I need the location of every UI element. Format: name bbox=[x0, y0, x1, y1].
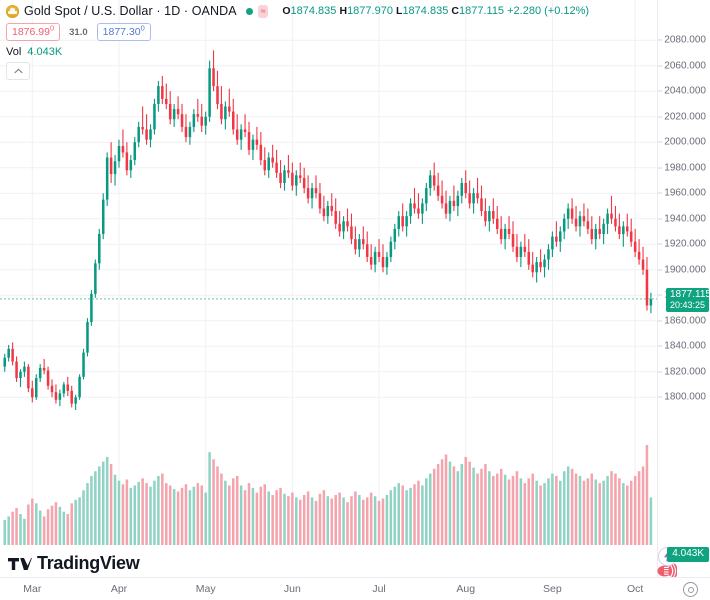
price-tick-mark bbox=[658, 39, 662, 41]
ohlc-high-value: 1877.970 bbox=[347, 5, 393, 17]
time-axis[interactable]: Mar Apr May Jun Jul Aug Sep Oct bbox=[0, 577, 710, 600]
volume-label: Vol bbox=[6, 46, 22, 58]
market-open-dot bbox=[245, 7, 253, 15]
price-tick-label: 2020.000 bbox=[664, 111, 706, 123]
ohlc-close-label: C bbox=[451, 5, 459, 17]
price-tick-mark bbox=[658, 345, 662, 347]
price-axis[interactable]: 2080.000 2060.000 2040.000 2020.000 2000.000… bbox=[657, 0, 710, 578]
gold-logo-icon bbox=[6, 4, 19, 18]
time-tick-label: Aug bbox=[456, 583, 476, 595]
current-price-tag: 1877.115 20:43:25 bbox=[666, 287, 710, 312]
price-tick-mark bbox=[658, 116, 662, 118]
time-tick-label: May bbox=[195, 583, 216, 595]
price-tick-mark bbox=[658, 371, 662, 373]
time-tick-label: Apr bbox=[110, 583, 128, 595]
price-tick-label: 2060.000 bbox=[664, 60, 706, 72]
legend-primary-row: Gold Spot / U.S. Dollar · 1D · OANDA ≈ O… bbox=[6, 3, 704, 19]
price-tick-label: 1980.000 bbox=[664, 162, 706, 174]
bar-countdown: 20:43:25 bbox=[670, 299, 706, 310]
ohlc-close-value: 1877.115 bbox=[458, 5, 505, 17]
price-tick-label: 2080.000 bbox=[664, 34, 706, 46]
ohlc-low-value: 1874.835 bbox=[402, 5, 449, 17]
watermark-text: TradingView bbox=[37, 553, 140, 573]
alert-signal-icon[interactable] bbox=[657, 561, 677, 581]
price-tick-mark bbox=[658, 396, 662, 398]
spread-value: 31.0 bbox=[69, 26, 88, 38]
price-tick-label: 1820.000 bbox=[664, 366, 706, 378]
bid-price-box[interactable]: 1876.990 bbox=[6, 23, 61, 41]
price-tick-label: 1840.000 bbox=[664, 340, 706, 352]
bid-price-fraction: 0 bbox=[49, 23, 55, 33]
current-price-value: 1877.115 bbox=[670, 288, 710, 300]
price-tick-mark bbox=[658, 192, 662, 194]
legend-volume-row: Vol 4.043K bbox=[6, 45, 704, 59]
chart-legend: Gold Spot / U.S. Dollar · 1D · OANDA ≈ O… bbox=[6, 3, 704, 80]
ohlc-open-label: O bbox=[282, 5, 291, 17]
ohlc-open-value: 1874.835 bbox=[290, 5, 337, 17]
price-tick-mark bbox=[658, 294, 662, 296]
price-tick-mark bbox=[658, 65, 662, 67]
price-tick-mark bbox=[658, 167, 662, 169]
ask-price-value: 1877.30 bbox=[102, 26, 141, 38]
approx-badge: ≈ bbox=[257, 4, 269, 18]
legend-quotes-row: 1876.990 31.0 1877.300 bbox=[6, 23, 704, 41]
price-tick-label: 2040.000 bbox=[664, 85, 706, 97]
price-tick-label: 1800.000 bbox=[664, 391, 706, 403]
price-tick-label: 1920.000 bbox=[664, 238, 706, 250]
ohlc-high-label: H bbox=[339, 5, 348, 17]
ohlc-values: O1874.835 H1877.970 L1874.835 C1877.115 … bbox=[282, 5, 589, 17]
chevron-up-icon[interactable] bbox=[6, 62, 30, 80]
time-tick-label: Oct bbox=[626, 583, 644, 595]
time-tick-label: Jul bbox=[372, 583, 386, 595]
price-tick-label: 1960.000 bbox=[664, 187, 706, 199]
gear-icon[interactable] bbox=[683, 582, 698, 597]
volume-legend-value: 4.043K bbox=[27, 46, 63, 58]
price-tick-label: 1900.000 bbox=[664, 264, 706, 276]
alert-glyph bbox=[657, 563, 677, 579]
time-tick-label: Sep bbox=[543, 583, 562, 595]
ohlc-change: +2.280 (+0.12%) bbox=[507, 5, 590, 17]
symbol-title[interactable]: Gold Spot / U.S. Dollar · 1D · OANDA bbox=[24, 4, 237, 18]
price-tick-label: 1940.000 bbox=[664, 213, 706, 225]
ask-price-fraction: 0 bbox=[140, 23, 145, 33]
price-tick-mark bbox=[658, 90, 662, 92]
tradingview-watermark: TradingView bbox=[8, 553, 140, 574]
ask-price-box[interactable]: 1877.300 bbox=[96, 23, 151, 41]
price-tick-mark bbox=[658, 269, 662, 271]
price-tick-mark bbox=[658, 141, 662, 143]
tradingview-logo-icon bbox=[8, 557, 32, 570]
price-tick-label: 2000.000 bbox=[664, 136, 706, 148]
price-tick-label: 1860.000 bbox=[664, 315, 706, 327]
candlestick-svg bbox=[0, 0, 658, 545]
time-tick-label: Jun bbox=[283, 583, 301, 595]
ohlc-low-label: L bbox=[396, 5, 403, 17]
chevron-up-glyph bbox=[13, 68, 23, 74]
price-chart-pane[interactable] bbox=[0, 0, 658, 578]
time-tick-label: Mar bbox=[23, 583, 42, 595]
price-tick-mark bbox=[658, 243, 662, 245]
price-tick-mark bbox=[658, 218, 662, 220]
bid-price-value: 1876.99 bbox=[12, 26, 50, 38]
price-tick-mark bbox=[658, 320, 662, 322]
volume-value-tag: 4.043K bbox=[667, 547, 709, 562]
